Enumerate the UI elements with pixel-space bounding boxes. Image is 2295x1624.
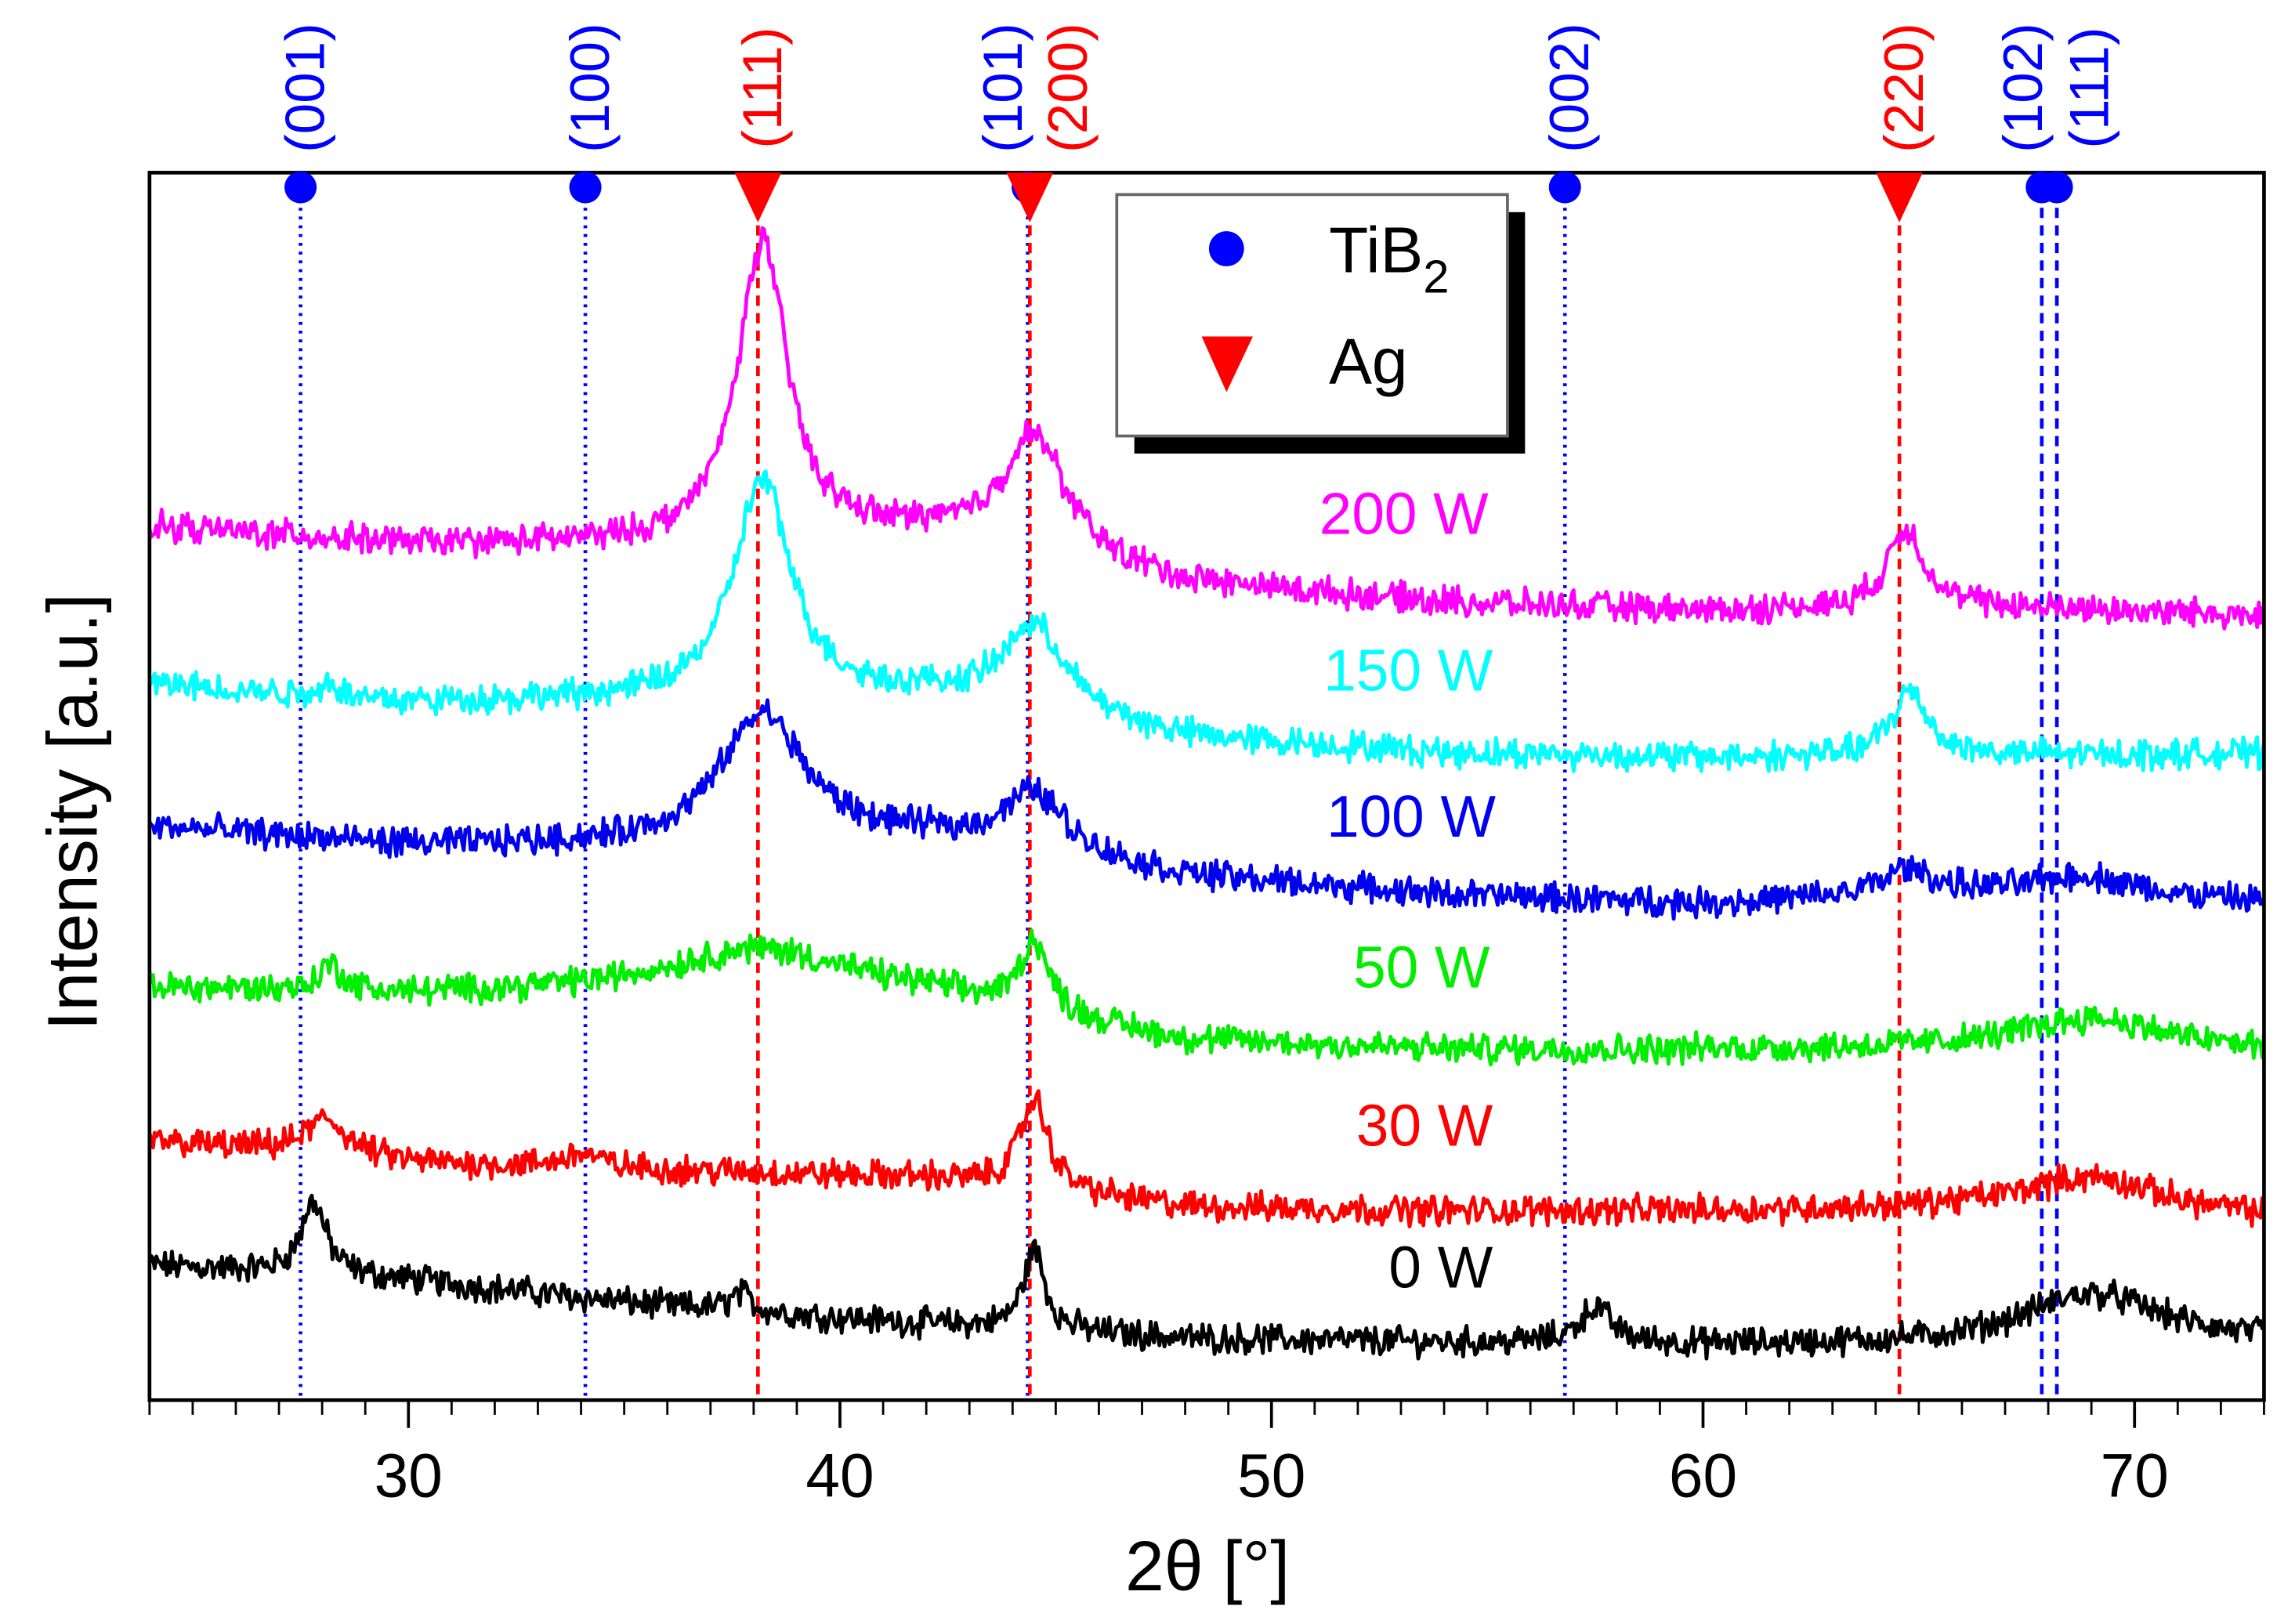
tib2-circle-marker-icon bbox=[284, 171, 317, 204]
series-label: 150 W bbox=[1323, 637, 1493, 703]
hkl-label: (001) bbox=[274, 23, 336, 153]
legend-box bbox=[1115, 193, 1509, 438]
hkl-label: (220) bbox=[1873, 23, 1935, 153]
reference-markers bbox=[284, 171, 2073, 222]
y-axis-label: Intensity [a.u.] bbox=[34, 594, 112, 1031]
series-label: 100 W bbox=[1327, 783, 1496, 849]
legend-triangle-marker-icon bbox=[1201, 336, 1253, 392]
series-label: 200 W bbox=[1319, 481, 1489, 547]
hkl-label: (100) bbox=[559, 23, 621, 153]
hkl-label: (101) bbox=[972, 23, 1034, 153]
hkl-labels: (001) (100) (111) (101) (200) (002) (220) (102)… bbox=[274, 23, 2120, 153]
series-line-30w bbox=[147, 1089, 2266, 1229]
hkl-label: (102) bbox=[1993, 23, 2054, 153]
series-line-0w bbox=[147, 1193, 2264, 1361]
ag-triangle-marker-icon bbox=[734, 172, 782, 222]
legend-circle-marker-icon bbox=[1208, 231, 1244, 266]
series-curves bbox=[147, 226, 2266, 1361]
legend-label-ag: Ag bbox=[1329, 326, 1408, 397]
tib2-circle-marker-icon bbox=[1548, 171, 1581, 204]
x-tick-label: 30 bbox=[375, 1441, 443, 1510]
hkl-label: (200) bbox=[1037, 23, 1099, 153]
tib2-circle-marker-icon bbox=[569, 171, 602, 204]
x-axis-label: 2θ [°] bbox=[1125, 1527, 1290, 1605]
x-tick-label: 50 bbox=[1237, 1441, 1305, 1510]
x-tick-label: 60 bbox=[1669, 1441, 1737, 1510]
x-axis-ticks: 30 40 50 60 70 bbox=[148, 1400, 2265, 1510]
hkl-label: (111) bbox=[732, 27, 794, 148]
ag-triangle-marker-icon bbox=[1876, 172, 1923, 222]
legend: TiB2 Ag bbox=[1115, 193, 1526, 454]
series-line-200w bbox=[147, 226, 2266, 631]
series-line-100w bbox=[147, 698, 2266, 921]
hkl-label: (002) bbox=[1539, 23, 1601, 153]
tib2-circle-marker-icon bbox=[2040, 171, 2073, 204]
series-label: 30 W bbox=[1356, 1092, 1493, 1158]
plot-frame bbox=[147, 171, 2266, 1402]
ag-triangle-marker-icon bbox=[1006, 172, 1054, 222]
series-labels: 0 W 30 W 50 W 100 W 150 W 200 W bbox=[1319, 481, 1497, 1300]
x-tick-label: 70 bbox=[2101, 1441, 2169, 1510]
series-label: 50 W bbox=[1353, 935, 1490, 1000]
series-line-50w bbox=[147, 928, 2266, 1067]
hkl-label: (111) bbox=[2058, 27, 2120, 148]
legend-label-tib2: TiB2 bbox=[1329, 215, 1449, 302]
series-label: 0 W bbox=[1388, 1234, 1493, 1300]
x-tick-label: 40 bbox=[805, 1441, 874, 1510]
series-line-150w bbox=[148, 469, 2266, 773]
